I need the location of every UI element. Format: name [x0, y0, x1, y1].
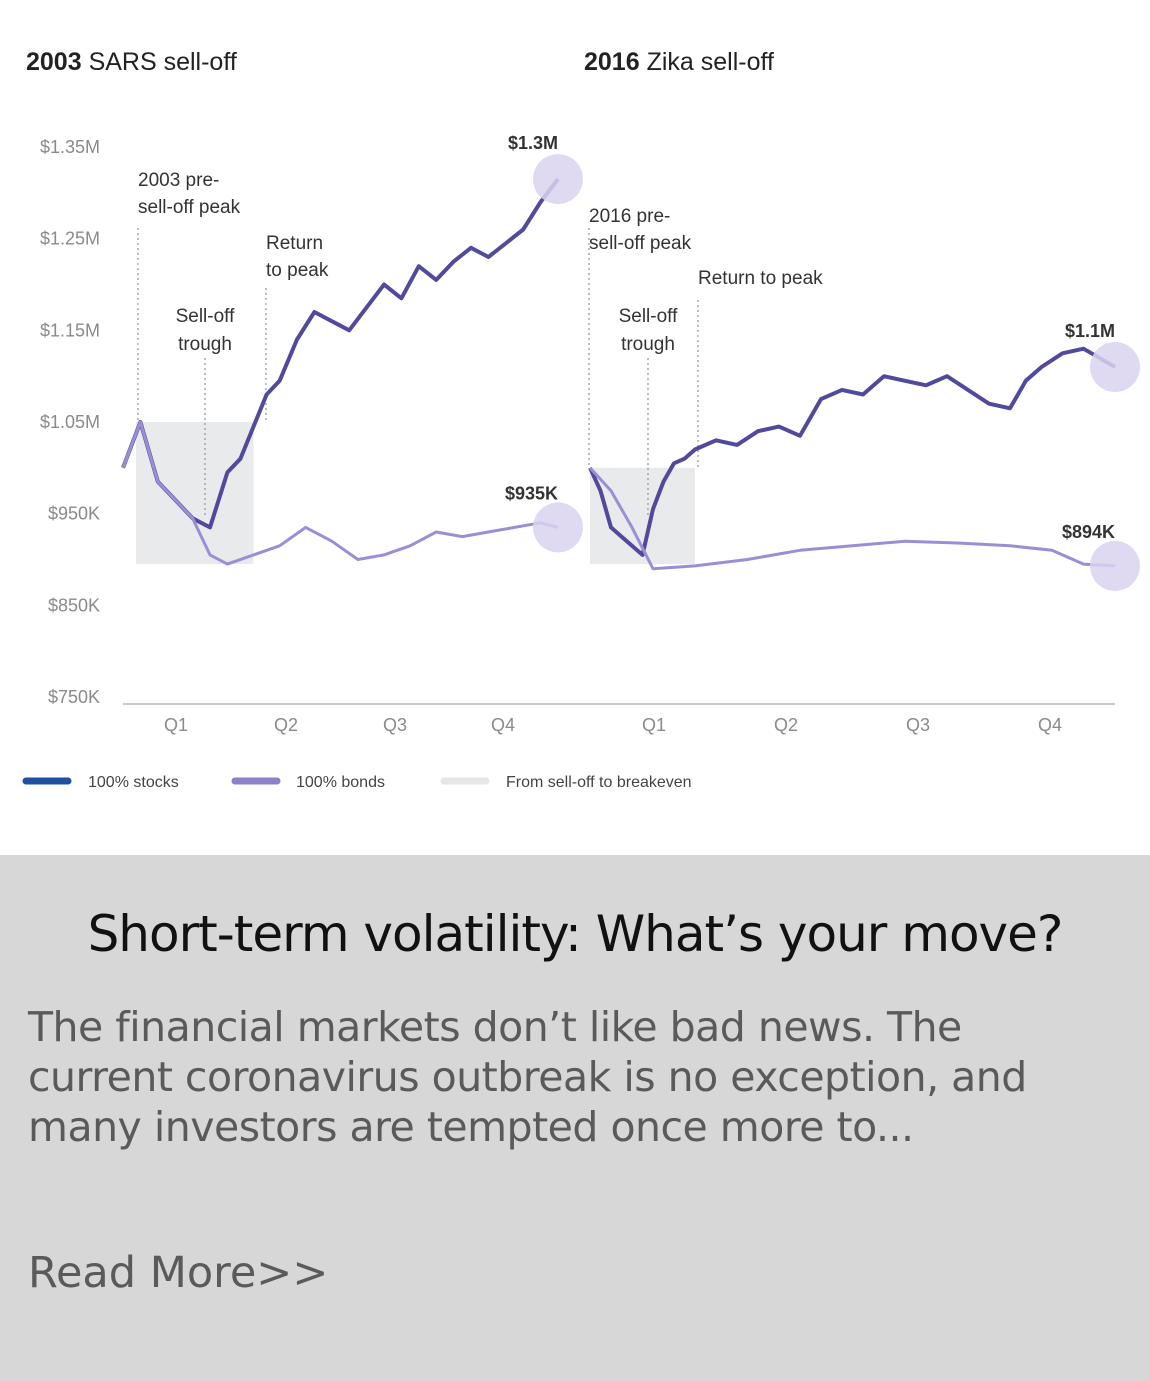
chart: $1.35M $1.25M $1.15M $1.05M $950K $850K $750K 2…: [22, 48, 1140, 791]
y-tick-label: $1.05M: [40, 412, 100, 432]
stocks-series-line: [121, 177, 560, 530]
x-tick-label: Q1: [164, 715, 188, 735]
annotation-return: Return: [266, 233, 323, 254]
end-value-label: $894K: [1062, 522, 1115, 542]
chart-title-text: Zika sell-off: [640, 48, 774, 76]
read-more-link[interactable]: Read More>>: [28, 1248, 329, 1298]
legend-label: 100% bonds: [296, 774, 385, 791]
annotation-peak: sell-off peak: [138, 197, 241, 218]
annotation-peak: sell-off peak: [589, 233, 692, 254]
article-panel: [0, 855, 1150, 1381]
bonds-series-line: [121, 420, 559, 566]
x-tick-label: Q4: [491, 715, 515, 735]
y-tick-label: $1.35M: [40, 137, 100, 157]
stocks-series-line: [588, 346, 1117, 557]
legend-label: 100% stocks: [88, 774, 179, 791]
x-tick-label: Q3: [906, 715, 930, 735]
chart-title-year: 2003: [26, 48, 82, 76]
legend-label: From sell-off to breakeven: [506, 774, 692, 791]
x-tick-label: Q1: [642, 715, 666, 735]
annotation-trough: trough: [178, 334, 232, 355]
x-tick-label: Q4: [1038, 715, 1062, 735]
y-tick-label: $850K: [48, 595, 100, 615]
annotation-trough: trough: [621, 334, 675, 355]
annotation-peak: 2003 pre-: [138, 170, 219, 191]
chart-title-text: SARS sell-off: [82, 48, 237, 76]
annotation-return: to peak: [266, 260, 329, 281]
end-value-label: $1.1M: [1065, 321, 1115, 341]
article-title: Short-term volatility: What’s your move?: [87, 905, 1064, 963]
article-body: The financial markets don’t like bad new…: [28, 1003, 1027, 1151]
y-tick-label: $950K: [48, 504, 100, 524]
chart-area: $1.35M $1.25M $1.15M $1.05M $950K $850K $750K 2…: [0, 0, 1150, 855]
annotation-peak: 2016 pre-: [589, 206, 670, 227]
x-tick-label: Q2: [274, 715, 298, 735]
end-value-label: $1.3M: [508, 133, 558, 153]
end-point-highlight: [533, 154, 583, 205]
chart-title-year: 2016: [584, 48, 640, 76]
end-point-highlight: [533, 502, 583, 553]
chart-title: 2016 Zika sell-off: [584, 48, 774, 76]
x-tick-label: Q2: [774, 715, 798, 735]
bonds-series-line: [588, 466, 1116, 571]
end-point-highlight: [1090, 342, 1140, 392]
x-tick-label: Q3: [383, 715, 407, 735]
end-value-label: $935K: [505, 483, 558, 503]
y-tick-label: $1.15M: [40, 320, 100, 340]
end-point-highlight: [1090, 540, 1140, 591]
y-tick-label: $1.25M: [40, 229, 100, 249]
annotation-trough: Sell-off: [176, 306, 236, 327]
chart-title: 2003 SARS sell-off: [26, 48, 237, 76]
breakeven-band: [136, 422, 254, 565]
y-tick-label: $750K: [48, 687, 100, 707]
annotation-trough: Sell-off: [619, 306, 679, 327]
annotation-return: Return to peak: [698, 268, 823, 289]
